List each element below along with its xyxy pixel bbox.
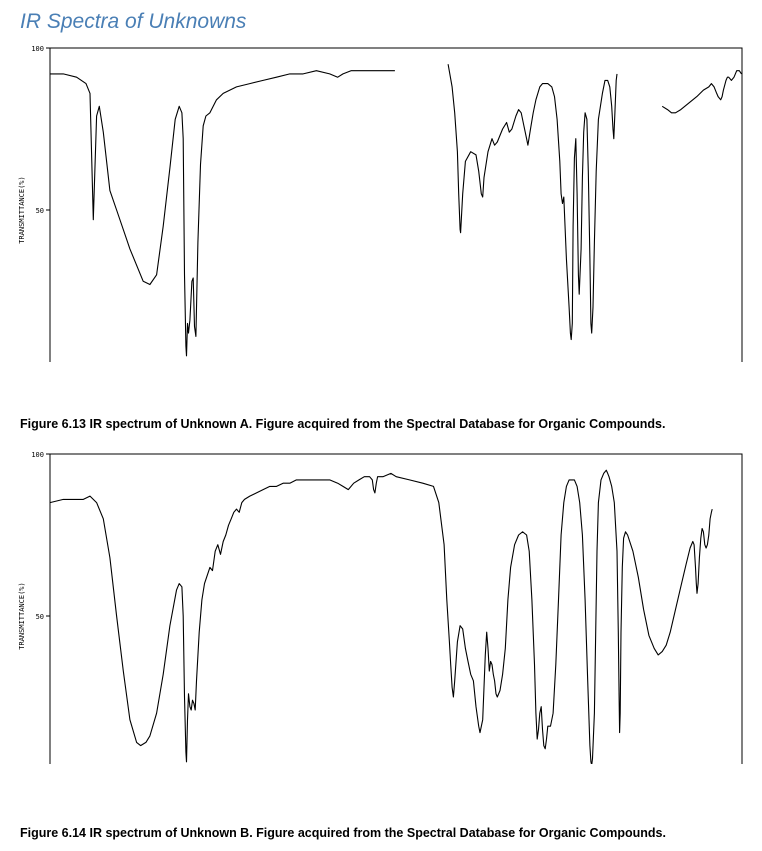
y-tick-label: 50 (36, 207, 44, 215)
ir-spectrum-chart-a: 40003000200015001000500050100WAVENUMBER(… (18, 45, 743, 396)
y-tick-label: 100 (31, 451, 44, 459)
spectrum-line-segment-2 (447, 64, 618, 341)
y-axis-label: TRANSMITTANCE(%) (18, 176, 26, 243)
plot-frame (49, 47, 743, 373)
figure-caption-b: Figure 6.14 IR spectrum of Unknown B. Fi… (20, 826, 666, 840)
spectrum-line-segment-3 (661, 70, 742, 114)
page-title: IR Spectra of Unknowns (20, 10, 247, 33)
plot-frame (49, 453, 743, 779)
ir-spectrum-figure-a: 40003000200015001000500050100WAVENUMBER(… (0, 42, 762, 396)
y-tick-label: 100 (31, 45, 44, 53)
spectrum-line-segment-1 (49, 469, 713, 766)
y-axis-label: TRANSMITTANCE(%) (18, 582, 26, 649)
figure-caption-a: Figure 6.13 IR spectrum of Unknown A. Fi… (20, 417, 666, 431)
ir-spectrum-chart-b: 40003000200015001000500050100WAVENUMBER(… (18, 451, 743, 802)
spectrum-line-segment-1 (50, 70, 395, 357)
y-tick-label: 50 (36, 613, 44, 621)
ir-spectrum-figure-b: 40003000200015001000500050100WAVENUMBER(… (0, 444, 762, 802)
